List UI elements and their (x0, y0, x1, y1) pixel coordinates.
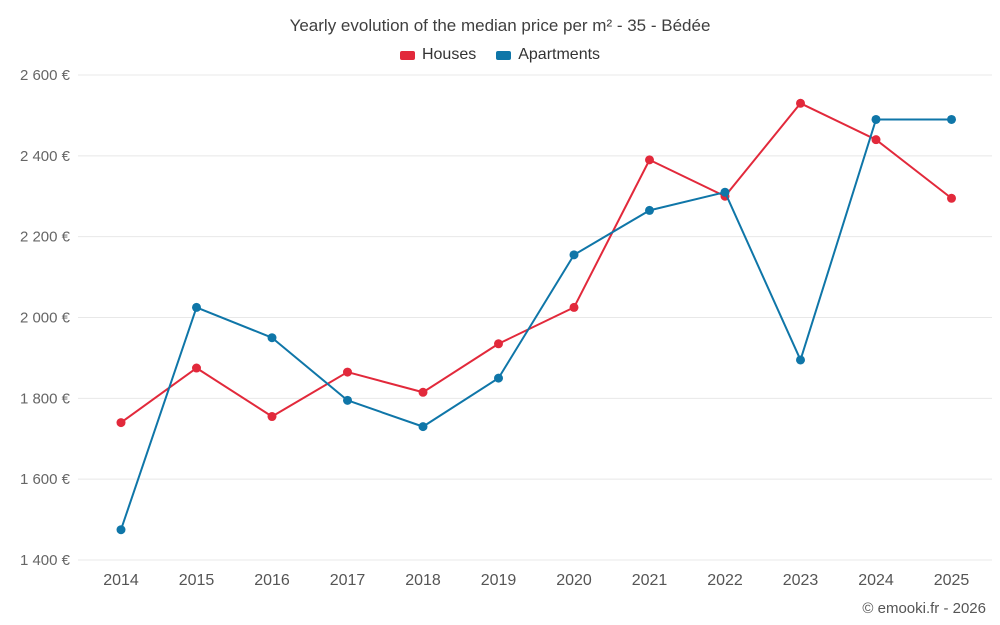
data-point-houses-2015[interactable] (192, 363, 201, 373)
series-apartments (116, 114, 956, 535)
data-point-apartments-2016[interactable] (267, 333, 277, 343)
data-point-apartments-2024[interactable] (871, 114, 881, 124)
y-axis-labels: 1 400 € 1 600 € 1 800 € 2 000 € 2 200 € 2 400… (20, 67, 71, 569)
x-tick-label: 2019 (481, 572, 517, 589)
data-point-apartments-2023[interactable] (796, 355, 805, 365)
data-point-houses-2017[interactable] (343, 367, 352, 377)
x-axis-labels: 2014 2015 2016 2017 2018 2019 2020 2021 2022 2023… (103, 572, 969, 589)
y-tick-label: 2 600 € (20, 67, 71, 84)
data-point-apartments-2017[interactable] (343, 395, 352, 405)
x-tick-label: 2021 (632, 572, 668, 589)
data-point-houses-2025[interactable] (947, 193, 956, 203)
data-point-apartments-2015[interactable] (192, 302, 201, 312)
attribution: © emooki.fr - 2026 (862, 600, 986, 617)
y-tick-label: 2 200 € (20, 229, 71, 246)
data-point-houses-2023[interactable] (796, 98, 805, 108)
data-point-houses-2018[interactable] (418, 387, 428, 397)
series-line-houses (120, 102, 953, 424)
data-point-houses-2020[interactable] (569, 302, 579, 312)
legend-item-houses[interactable]: Houses (399, 46, 477, 64)
y-tick-label: 1 600 € (20, 471, 71, 488)
x-tick-label: 2024 (858, 572, 894, 589)
x-tick-label: 2022 (707, 572, 743, 589)
data-point-houses-2024[interactable] (871, 135, 881, 145)
data-point-apartments-2018[interactable] (418, 422, 428, 432)
legend-label-houses: Houses (421, 46, 477, 63)
chart-title: Yearly evolution of the median price per… (289, 16, 711, 35)
legend-swatch-houses (399, 50, 415, 60)
data-point-houses-2019[interactable] (494, 339, 503, 349)
data-point-houses-2021[interactable] (645, 155, 654, 165)
data-point-apartments-2020[interactable] (569, 250, 579, 260)
legend-label-apartments: Apartments (518, 46, 601, 63)
legend-item-apartments[interactable]: Apartments (496, 46, 600, 64)
data-point-apartments-2022[interactable] (720, 187, 730, 197)
y-tick-label: 1 800 € (20, 390, 71, 407)
series-line-apartments (120, 118, 953, 531)
data-point-apartments-2014[interactable] (116, 525, 126, 535)
x-tick-label: 2015 (179, 572, 215, 589)
series-houses (116, 98, 956, 428)
data-point-apartments-2021[interactable] (645, 205, 654, 215)
y-tick-label: 2 400 € (20, 148, 71, 165)
x-tick-label: 2017 (330, 572, 366, 589)
data-point-houses-2016[interactable] (267, 412, 277, 422)
data-point-apartments-2019[interactable] (494, 373, 503, 383)
x-tick-label: 2025 (934, 572, 970, 589)
chart-legend: Houses Apartments (0, 46, 1000, 64)
y-tick-label: 1 400 € (20, 552, 71, 569)
x-tick-label: 2014 (103, 572, 139, 589)
gridlines (78, 74, 992, 561)
x-tick-label: 2018 (405, 572, 441, 589)
legend-swatch-apartments (496, 50, 512, 60)
data-point-houses-2014[interactable] (116, 418, 126, 428)
x-tick-label: 2016 (254, 572, 290, 589)
y-tick-label: 2 000 € (20, 310, 71, 327)
data-point-apartments-2025[interactable] (947, 114, 956, 124)
x-tick-label: 2020 (556, 572, 592, 589)
x-tick-label: 2023 (783, 572, 819, 589)
